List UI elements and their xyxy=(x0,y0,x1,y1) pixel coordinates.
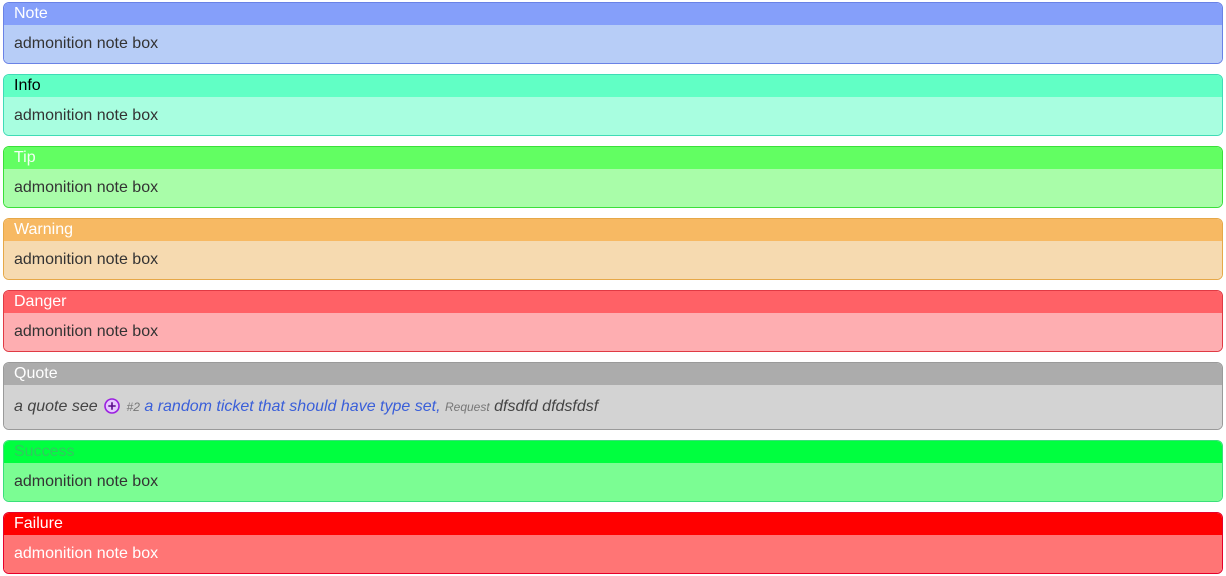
tip-admonition: Tip admonition note box xyxy=(3,146,1223,208)
failure-title: Failure xyxy=(4,513,1222,535)
note-title: Note xyxy=(4,3,1222,25)
success-admonition: Success admonition note box xyxy=(3,440,1223,502)
quote-admonition: Quote a quote see #2 a random ticket tha… xyxy=(3,362,1223,430)
quote-prefix: a quote see xyxy=(14,398,98,415)
info-body: admonition note box xyxy=(4,97,1222,135)
success-title: Success xyxy=(4,441,1222,463)
info-admonition: Info admonition note box xyxy=(3,74,1223,136)
info-title: Info xyxy=(4,75,1222,97)
plus-circle-icon[interactable] xyxy=(104,388,120,414)
danger-admonition: Danger admonition note box xyxy=(3,290,1223,352)
ticket-type: Request xyxy=(444,400,490,414)
ticket-separator: , xyxy=(436,398,441,415)
failure-admonition: Failure admonition note box xyxy=(3,512,1223,574)
quote-body: a quote see #2 a random ticket that shou… xyxy=(4,385,1222,429)
tip-title: Tip xyxy=(4,147,1222,169)
note-body: admonition note box xyxy=(4,25,1222,63)
danger-body: admonition note box xyxy=(4,313,1222,351)
warning-title: Warning xyxy=(4,219,1222,241)
quote-title: Quote xyxy=(4,363,1222,385)
failure-body: admonition note box xyxy=(4,535,1222,573)
quote-suffix: dfsdfd dfdsfdsf xyxy=(494,398,599,415)
ticket-id: #2 xyxy=(126,400,140,414)
warning-admonition: Warning admonition note box xyxy=(3,218,1223,280)
tip-body: admonition note box xyxy=(4,169,1222,207)
ticket-link[interactable]: a random ticket that should have type se… xyxy=(144,398,437,415)
warning-body: admonition note box xyxy=(4,241,1222,279)
success-body: admonition note box xyxy=(4,463,1222,501)
danger-title: Danger xyxy=(4,291,1222,313)
note-admonition: Note admonition note box xyxy=(3,2,1223,64)
